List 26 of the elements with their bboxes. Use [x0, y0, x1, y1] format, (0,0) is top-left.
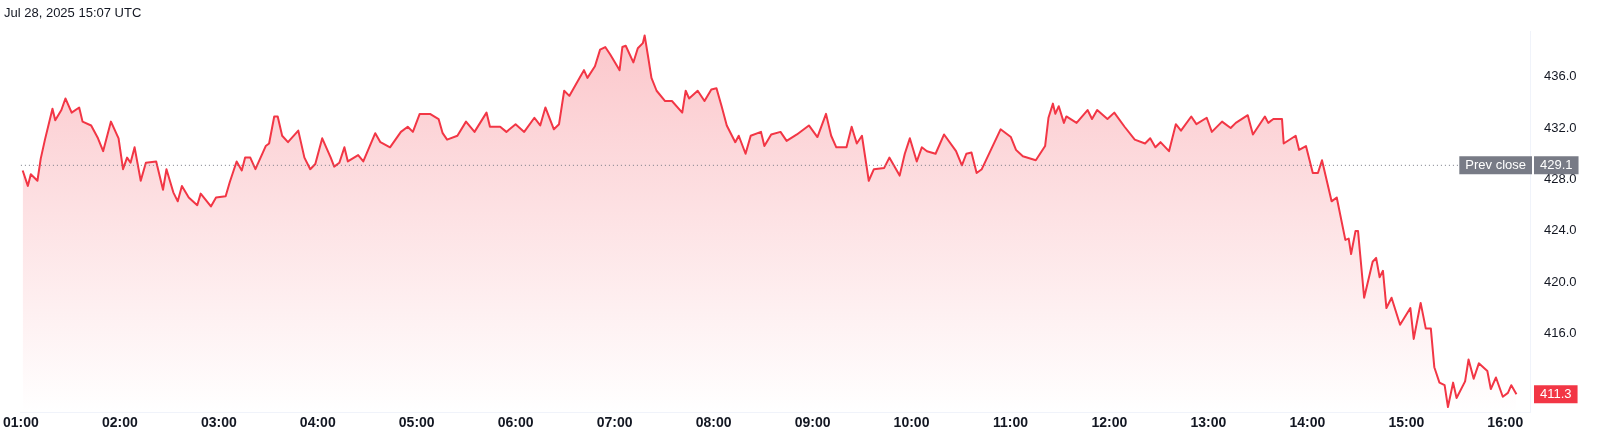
y-tick-label: 428.0 — [1544, 171, 1577, 187]
x-tick-label: 02:00 — [101, 414, 138, 431]
y-tick-label: 432.0 — [1544, 119, 1577, 135]
x-tick-label: 09:00 — [794, 414, 831, 431]
x-tick-label: 14:00 — [1289, 414, 1326, 431]
ref-line-label: Prev close — [1465, 156, 1527, 172]
x-tick-label: 13:00 — [1190, 414, 1227, 431]
x-tick-label: 12:00 — [1091, 414, 1128, 431]
x-tick-label: 10:00 — [893, 414, 930, 431]
x-tick-label: 08:00 — [695, 414, 732, 431]
annotation: 411.3 — [1540, 385, 1572, 401]
text: 429.1 — [1540, 156, 1573, 172]
y-tick-label: 420.0 — [1544, 273, 1577, 289]
y-tick-label: 424.0 — [1544, 222, 1577, 238]
y-tick-label: 416.0 — [1544, 325, 1577, 341]
x-tick-label: 05:00 — [398, 414, 435, 431]
x-tick-label: 01:00 — [3, 414, 40, 431]
x-tick-label: 07:00 — [596, 414, 633, 431]
x-tick-label: 04:00 — [299, 414, 336, 431]
x-tick-label: 06:00 — [497, 414, 534, 431]
x-tick-label: 15:00 — [1388, 414, 1425, 431]
chart-title: Jul 28, 2025 15:07 UTC — [4, 5, 142, 21]
x-tick-label: 03:00 — [200, 414, 237, 431]
x-tick-label: 11:00 — [992, 414, 1029, 431]
x-tick-label: 16:00 — [1487, 414, 1524, 431]
y-tick-label: 436.0 — [1544, 68, 1577, 84]
